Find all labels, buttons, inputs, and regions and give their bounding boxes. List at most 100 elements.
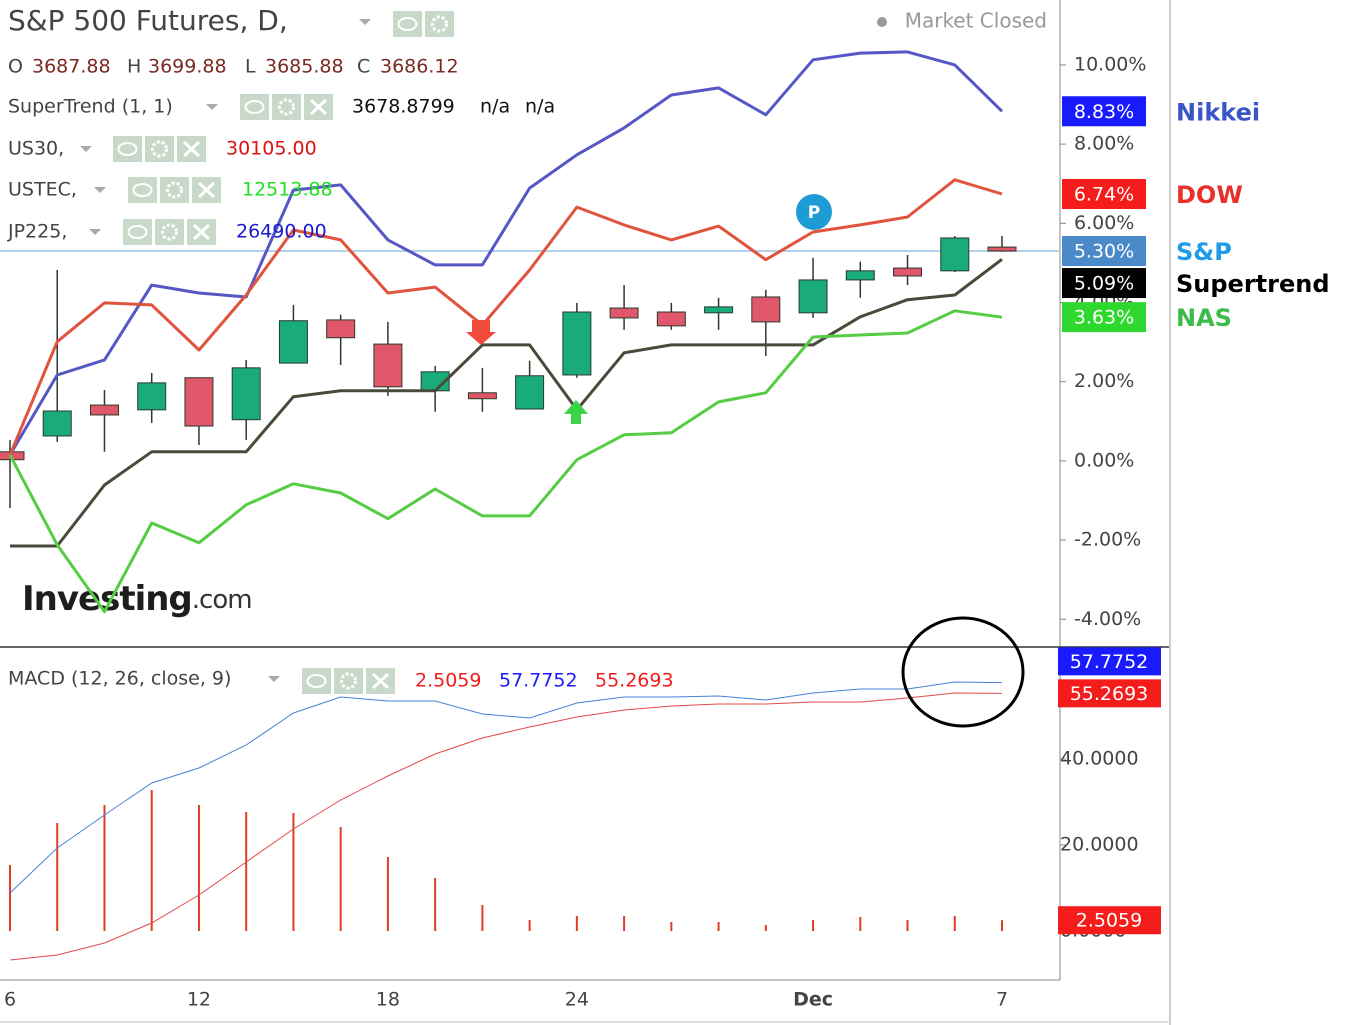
dropdown-arrow[interactable] xyxy=(359,19,371,25)
macd-legend-value: 55.2693 xyxy=(595,670,674,692)
icon-eye[interactable] xyxy=(397,17,418,31)
x-tick-label: 7 xyxy=(996,989,1008,1011)
y-tick-label: -4.00% xyxy=(1074,608,1141,630)
dropdown-arrow[interactable] xyxy=(80,146,92,152)
histogram-bar xyxy=(434,877,437,931)
main-pane xyxy=(0,50,1060,614)
icon-eye[interactable] xyxy=(132,183,153,197)
x-tick-label: 18 xyxy=(376,989,400,1011)
icon-button[interactable] xyxy=(145,136,174,162)
watermark: Investing.com xyxy=(22,579,252,619)
marker-label[interactable]: P xyxy=(808,203,820,223)
watermark-word: Investing xyxy=(22,579,192,619)
indicator-value: n/a xyxy=(480,96,510,118)
legend-name[interactable]: Supertrend xyxy=(1176,270,1330,298)
icon-button[interactable] xyxy=(334,668,363,694)
indicator-value: n/a xyxy=(525,96,555,118)
icon-close[interactable] xyxy=(182,140,201,158)
price-label-box xyxy=(1058,906,1161,935)
histogram-bar xyxy=(245,812,248,931)
macd-pane xyxy=(9,681,1003,961)
histogram-bar xyxy=(292,813,295,931)
macd-legend-value: 57.7752 xyxy=(499,670,578,692)
icon-close[interactable] xyxy=(197,181,216,199)
series-line xyxy=(8,50,1004,456)
dropdown-arrow[interactable] xyxy=(268,676,280,682)
legend-name[interactable]: DOW xyxy=(1176,181,1243,209)
histogram-bar xyxy=(339,826,342,931)
icon-button[interactable] xyxy=(123,219,152,245)
histogram-bar xyxy=(812,919,815,931)
indicator-name: USTEC, xyxy=(8,179,77,201)
dropdown-arrow[interactable] xyxy=(89,229,101,235)
icon-gear[interactable] xyxy=(431,15,448,33)
icon-button[interactable] xyxy=(113,136,142,162)
market-status: Market Closed xyxy=(905,9,1047,33)
price-label: 2.5059 xyxy=(1076,910,1142,932)
series-line xyxy=(10,258,1003,548)
icon-button[interactable] xyxy=(128,177,157,203)
price-label-box xyxy=(1062,179,1146,210)
icon-close[interactable] xyxy=(192,223,211,241)
indicator-name: JP225, xyxy=(7,221,67,243)
icon-eye[interactable] xyxy=(244,100,265,114)
indicator-value: 3678.8799 xyxy=(352,96,455,118)
icon-button[interactable] xyxy=(160,177,189,203)
y-tick-label: -2.00% xyxy=(1074,529,1141,551)
icon-button[interactable] xyxy=(240,94,269,120)
price-label: 5.09% xyxy=(1074,273,1134,295)
icon-gear[interactable] xyxy=(278,98,295,116)
macd-line xyxy=(9,681,1003,894)
candle-body xyxy=(89,404,119,416)
icon-button[interactable] xyxy=(272,94,301,120)
price-label: 5.30% xyxy=(1074,241,1134,263)
indicator-value: 30105.00 xyxy=(226,138,317,160)
y-tick-label: 40.0000 xyxy=(1060,748,1139,770)
histogram-bar xyxy=(859,916,862,931)
indicator-name: US30, xyxy=(8,138,64,160)
series-line xyxy=(8,309,1003,614)
histogram-bar xyxy=(150,790,153,931)
candle-body xyxy=(515,375,545,410)
icon-gear[interactable] xyxy=(151,140,168,158)
candle-body xyxy=(609,307,639,319)
icon-button[interactable] xyxy=(155,219,184,245)
icon-eye[interactable] xyxy=(127,225,148,239)
y-tick-label: 2.00% xyxy=(1074,370,1134,392)
dropdown-arrow[interactable] xyxy=(206,104,218,110)
ohlc-letter: O xyxy=(8,56,23,78)
ohlc-letter: L xyxy=(245,56,256,78)
candle-body xyxy=(278,320,308,364)
y-tick-label: 20.0000 xyxy=(1060,833,1139,855)
ohlc-letter: C xyxy=(357,56,370,78)
candle-body xyxy=(42,410,72,437)
icon-eye[interactable] xyxy=(306,674,327,688)
icon-eye[interactable] xyxy=(117,142,138,156)
legend-name[interactable]: S&P xyxy=(1176,238,1232,266)
marker-circle[interactable] xyxy=(796,194,832,230)
icon-button[interactable] xyxy=(302,668,331,694)
x-tick-label: 12 xyxy=(187,989,211,1011)
candle-body xyxy=(656,311,686,327)
candle-body xyxy=(704,306,734,314)
ohlc-value: 3699.88 xyxy=(148,56,227,78)
candle-body xyxy=(467,392,497,400)
icon-gear[interactable] xyxy=(161,223,178,241)
ohlc-value: 3685.88 xyxy=(265,56,344,78)
icon-close[interactable] xyxy=(309,98,328,116)
icon-gear[interactable] xyxy=(340,672,357,690)
dropdown-arrow[interactable] xyxy=(94,187,106,193)
macd-title: MACD (12, 26, close, 9) xyxy=(8,668,231,690)
icon-button[interactable] xyxy=(393,11,422,37)
icon-button[interactable] xyxy=(425,11,454,37)
legend-name[interactable]: Nikkei xyxy=(1176,98,1260,126)
icon-gear[interactable] xyxy=(166,181,183,199)
y-tick-label: 8.00% xyxy=(1074,133,1134,155)
histogram-bar xyxy=(717,921,720,931)
candle-body xyxy=(987,246,1017,252)
candle-body xyxy=(562,311,592,376)
legend-name[interactable]: NAS xyxy=(1176,304,1232,332)
icon-close[interactable] xyxy=(371,672,390,690)
chart-title: S&P 500 Futures, D, xyxy=(8,4,288,37)
